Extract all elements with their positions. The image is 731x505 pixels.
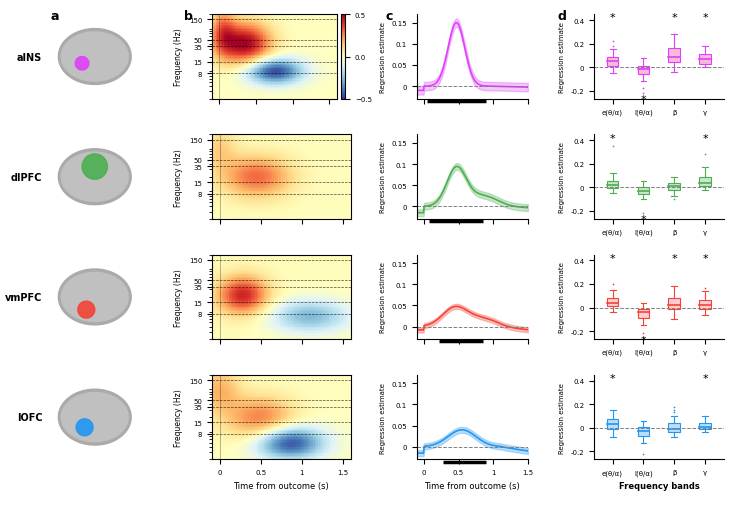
Y-axis label: Regression estimate: Regression estimate bbox=[559, 262, 565, 333]
FancyBboxPatch shape bbox=[700, 423, 711, 429]
FancyBboxPatch shape bbox=[700, 177, 711, 187]
Y-axis label: Regression estimate: Regression estimate bbox=[559, 382, 565, 452]
FancyBboxPatch shape bbox=[607, 58, 618, 67]
Text: *: * bbox=[640, 215, 646, 225]
Polygon shape bbox=[61, 153, 128, 202]
Text: vmPFC: vmPFC bbox=[5, 292, 42, 302]
Text: n=70: n=70 bbox=[115, 381, 135, 387]
Y-axis label: Frequency (Hz): Frequency (Hz) bbox=[174, 148, 183, 206]
FancyBboxPatch shape bbox=[668, 298, 680, 309]
Text: dIPFC: dIPFC bbox=[11, 172, 42, 182]
Text: *: * bbox=[610, 254, 616, 263]
Y-axis label: Regression estimate: Regression estimate bbox=[380, 262, 386, 333]
FancyBboxPatch shape bbox=[637, 67, 649, 75]
Polygon shape bbox=[61, 273, 128, 322]
Text: *: * bbox=[610, 14, 616, 23]
Polygon shape bbox=[58, 29, 131, 85]
Text: *: * bbox=[702, 254, 708, 263]
Text: *: * bbox=[702, 14, 708, 23]
FancyBboxPatch shape bbox=[607, 182, 618, 189]
Polygon shape bbox=[78, 301, 95, 319]
Y-axis label: Frequency (Hz): Frequency (Hz) bbox=[174, 29, 183, 86]
Text: *: * bbox=[672, 254, 677, 263]
Text: *: * bbox=[640, 335, 646, 345]
Polygon shape bbox=[58, 270, 131, 325]
FancyBboxPatch shape bbox=[668, 183, 680, 190]
FancyBboxPatch shape bbox=[607, 298, 618, 307]
Polygon shape bbox=[58, 149, 131, 205]
Text: *: * bbox=[702, 133, 708, 143]
X-axis label: Time from outcome (s): Time from outcome (s) bbox=[425, 481, 520, 490]
FancyBboxPatch shape bbox=[637, 427, 649, 436]
Y-axis label: Frequency (Hz): Frequency (Hz) bbox=[174, 269, 183, 326]
FancyBboxPatch shape bbox=[637, 309, 649, 319]
Polygon shape bbox=[58, 389, 131, 445]
Text: c: c bbox=[386, 10, 393, 23]
Y-axis label: Regression estimate: Regression estimate bbox=[380, 22, 386, 93]
FancyBboxPatch shape bbox=[700, 55, 711, 65]
X-axis label: Time from outcome (s): Time from outcome (s) bbox=[233, 481, 329, 490]
Polygon shape bbox=[75, 58, 89, 71]
Text: n=54: n=54 bbox=[115, 261, 135, 267]
Text: *: * bbox=[640, 95, 646, 105]
Text: a: a bbox=[50, 10, 59, 23]
Polygon shape bbox=[61, 33, 128, 82]
Text: *: * bbox=[610, 133, 616, 143]
Y-axis label: Regression estimate: Regression estimate bbox=[559, 142, 565, 213]
Text: aINS: aINS bbox=[17, 53, 42, 63]
Text: n=83: n=83 bbox=[115, 21, 135, 27]
Y-axis label: Regression estimate: Regression estimate bbox=[380, 382, 386, 452]
Polygon shape bbox=[61, 393, 128, 442]
FancyBboxPatch shape bbox=[607, 420, 618, 429]
Text: lOFC: lOFC bbox=[17, 412, 42, 422]
Y-axis label: Frequency (Hz): Frequency (Hz) bbox=[174, 388, 183, 446]
Text: *: * bbox=[610, 373, 616, 383]
Polygon shape bbox=[76, 419, 93, 436]
Text: d: d bbox=[558, 10, 567, 23]
Text: b: b bbox=[184, 10, 193, 23]
Polygon shape bbox=[82, 155, 107, 180]
Y-axis label: Regression estimate: Regression estimate bbox=[559, 22, 565, 93]
FancyBboxPatch shape bbox=[668, 423, 680, 433]
Text: *: * bbox=[702, 373, 708, 383]
FancyBboxPatch shape bbox=[668, 49, 680, 63]
FancyBboxPatch shape bbox=[637, 188, 649, 195]
Text: *: * bbox=[672, 14, 677, 23]
FancyBboxPatch shape bbox=[700, 301, 711, 309]
Text: n=74: n=74 bbox=[115, 141, 135, 147]
Y-axis label: Regression estimate: Regression estimate bbox=[380, 142, 386, 213]
X-axis label: Frequency bands: Frequency bands bbox=[618, 481, 700, 490]
